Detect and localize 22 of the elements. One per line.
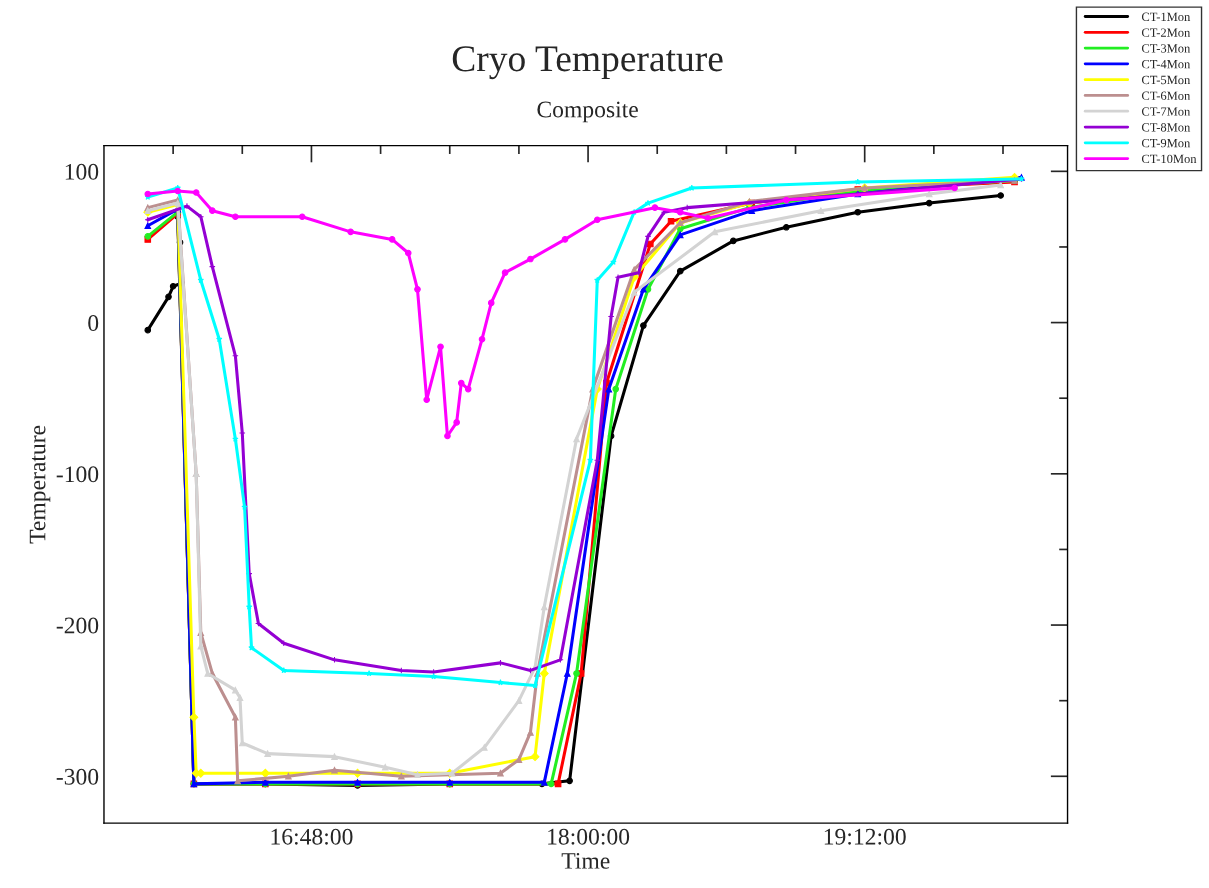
- legend-label: CT-4Mon: [1141, 59, 1191, 69]
- legend-label: CT-2Mon: [1141, 28, 1191, 37]
- legend-label: CT-10Mon: [1141, 154, 1197, 164]
- legend-label: CT-1Mon: [1141, 12, 1191, 22]
- legend-label: CT-3Mon: [1141, 44, 1191, 53]
- x-tick-label: 19:12:00: [824, 828, 906, 845]
- legend-label: CT-5Mon: [1141, 75, 1191, 85]
- legend-label: CT-9Mon: [1141, 138, 1191, 148]
- y-axis-title: Temperature: [29, 425, 51, 544]
- chart-subtitle: Composite: [537, 101, 638, 123]
- x-tick-label: 16:48:00: [271, 828, 353, 845]
- y-tick-label: -100: [56, 466, 99, 483]
- y-tick-label: 100: [65, 163, 99, 180]
- legend-label: CT-7Mon: [1141, 107, 1191, 116]
- x-axis-title: Time: [561, 852, 610, 869]
- legend-label: CT-6Mon: [1141, 91, 1191, 100]
- chart-title: Cryo Temperature: [452, 46, 723, 80]
- y-tick-label: 0: [88, 315, 99, 331]
- y-tick-label: -200: [56, 617, 99, 634]
- x-tick-label: 18:00:00: [548, 828, 630, 845]
- y-tick-label: -300: [56, 768, 99, 785]
- legend-label: CT-8Mon: [1141, 123, 1191, 132]
